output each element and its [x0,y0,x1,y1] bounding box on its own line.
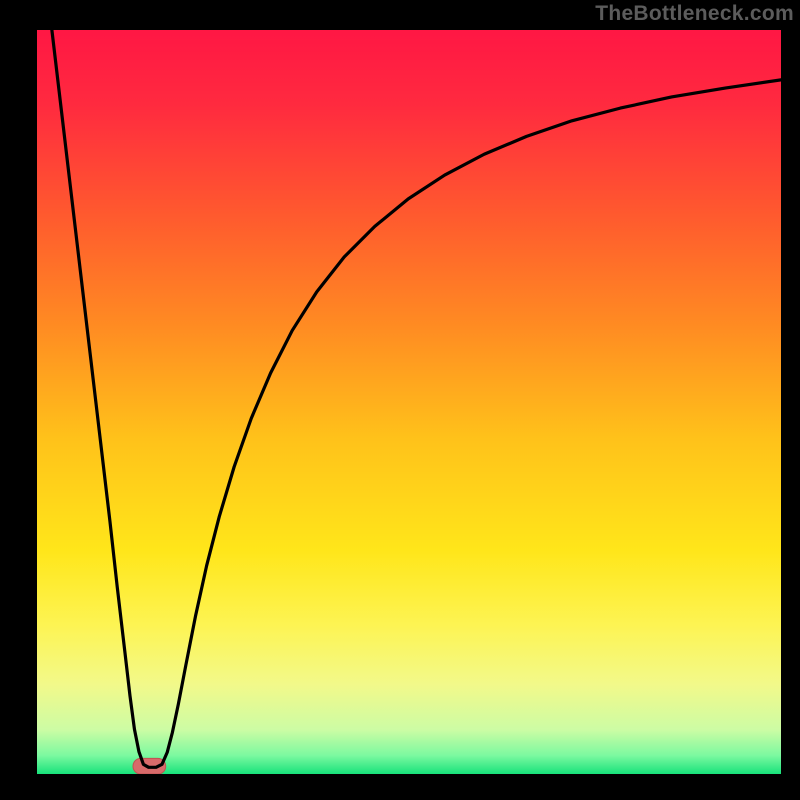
gradient-background [37,30,781,774]
watermark-label: TheBottleneck.com [595,2,794,26]
plot-svg [37,30,781,774]
chart-container: { "canvas": { "width": 800, "height": 80… [0,0,800,800]
plot-area [37,30,781,774]
